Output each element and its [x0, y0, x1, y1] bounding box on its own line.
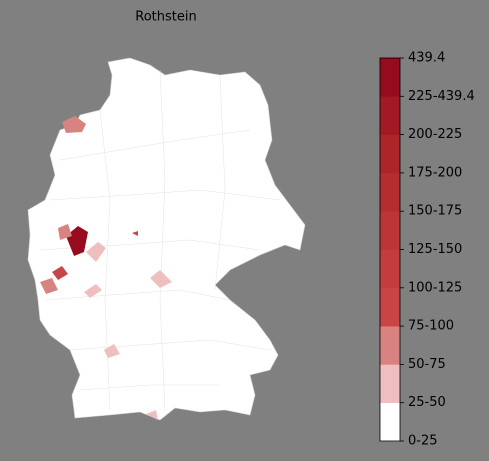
colorbar-segment — [380, 402, 400, 442]
colorbar-label: 0-25 — [408, 434, 438, 449]
colorbar-segment — [380, 58, 400, 97]
district — [132, 231, 138, 236]
colorbar-segment — [380, 364, 400, 403]
country-outline — [27, 57, 306, 421]
district — [104, 344, 120, 358]
colorbar-label: 125-150 — [408, 242, 462, 257]
colorbar-label: 200-225 — [408, 127, 462, 142]
colorbar-label: 75-100 — [408, 319, 454, 334]
district — [62, 116, 86, 133]
colorbar-label: 175-200 — [408, 165, 462, 180]
district — [150, 270, 172, 288]
district — [146, 410, 158, 420]
germany-map — [27, 57, 306, 421]
colorbar-segment — [380, 96, 400, 135]
district — [40, 278, 58, 294]
colorbar-segment — [380, 134, 400, 174]
colorbar-label: 225-439.4 — [408, 89, 475, 104]
colorbar-label: 100-125 — [408, 280, 462, 295]
district — [52, 266, 68, 280]
colorbar-segment — [380, 287, 400, 327]
map-title: Rothstein — [135, 10, 196, 25]
colorbar-segment — [380, 249, 400, 289]
district — [84, 284, 102, 298]
colorbar-segment — [380, 326, 400, 365]
district — [86, 242, 106, 262]
colorbar-segment — [380, 211, 400, 250]
colorbar-label: 25-50 — [408, 395, 446, 410]
colorbar-segment — [380, 172, 400, 212]
district-lines — [39, 69, 281, 411]
colorbar: 0-25 25-50 50-75 75-100 100-125 125-150 150-17… — [379, 51, 475, 449]
district — [58, 224, 72, 240]
district — [66, 226, 88, 256]
colorbar-label: 150-175 — [408, 204, 462, 219]
colorbar-label: 50-75 — [408, 357, 446, 372]
colorbar-label: 439.4 — [408, 51, 445, 66]
